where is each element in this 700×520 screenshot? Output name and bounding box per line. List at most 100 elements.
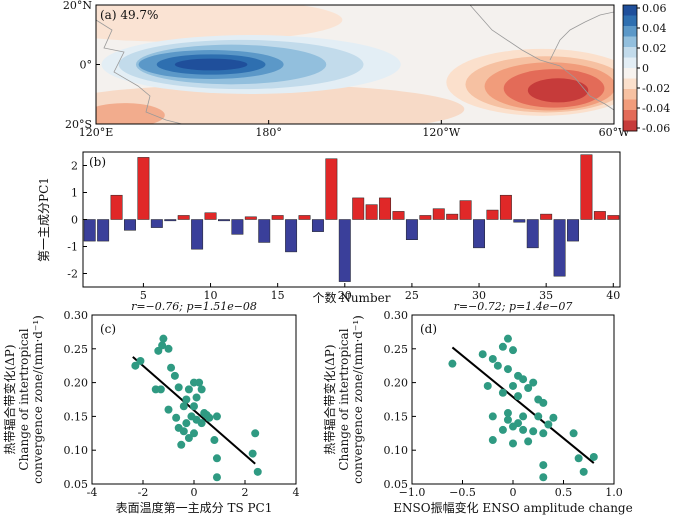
scatter-d-x-tick-label-1: −0.5 bbox=[449, 486, 476, 499]
coastline-west bbox=[96, 19, 183, 124]
scatter-c-point-2 bbox=[159, 334, 168, 343]
panel-b-label: (b) bbox=[89, 155, 106, 169]
colorbar-segment-1 bbox=[623, 15, 637, 27]
colorbar-tick-label-2: 0.02 bbox=[642, 42, 667, 55]
scatter-c-point-30 bbox=[179, 427, 188, 436]
scatter-d-point-12 bbox=[509, 381, 517, 390]
scatter-d-frame bbox=[411, 314, 615, 485]
map-body bbox=[96, 5, 614, 124]
scatter-c-y-axis-title-1: 热带辐合带变化(ΔP) bbox=[2, 344, 17, 454]
scatter-d-y-tick-label-2: 0.15 bbox=[384, 410, 409, 423]
bar-y-tick-label-0: -2 bbox=[67, 268, 78, 281]
scatter-c-point-24 bbox=[212, 412, 221, 421]
scatter-d-point-7 bbox=[503, 365, 512, 374]
bar-x-tick-label-2: 15 bbox=[271, 289, 285, 302]
bar-1 bbox=[83, 219, 96, 242]
negative-contour-4 bbox=[527, 78, 589, 103]
bar-y-tick-label-4: 2 bbox=[71, 160, 78, 173]
scatter-c-point-19 bbox=[192, 393, 201, 402]
scatter-d-point-14 bbox=[498, 388, 507, 397]
colorbar-segment-3 bbox=[623, 36, 637, 48]
scatter-d-point-23 bbox=[544, 420, 553, 429]
scatter-d-y-axis-title-3: convergence zone/(mm·d⁻¹) bbox=[351, 315, 365, 484]
colorbar-segment-8 bbox=[623, 89, 637, 100]
scatter-c-y-axis-title-2: Change of intertropical bbox=[17, 328, 31, 470]
scatter-d-x-axis-title: ENSO振幅变化 ENSO amplitude change bbox=[393, 500, 632, 515]
scatter-d-point-20 bbox=[519, 412, 528, 421]
scatter-d-point-28 bbox=[514, 419, 523, 428]
bar-17 bbox=[298, 215, 311, 220]
scatter-c-point-14 bbox=[184, 385, 193, 394]
scatter-c-y-tick-label-0: 0.05 bbox=[64, 478, 89, 491]
scatter-d-fit-line bbox=[451, 346, 595, 464]
scatter-c-stats-title: r=−0.76; p=1.51e−08 bbox=[131, 300, 257, 313]
scatter-d-point-31 bbox=[488, 436, 497, 445]
scatter-d-point-15 bbox=[514, 392, 523, 401]
scatter-d-point-17 bbox=[539, 398, 548, 407]
panel-c-scatter: r=−0.76; p=1.51e−08 (c) -4 -2 0 2 4 0.05 0.10 0.1… bbox=[2, 300, 300, 515]
colorbar-segment-0 bbox=[623, 5, 637, 16]
bar-29 bbox=[459, 200, 472, 220]
bar-y-tick-label-2: 0 bbox=[71, 214, 78, 227]
bar-chart-frame bbox=[82, 151, 621, 288]
bar-2 bbox=[97, 219, 110, 242]
scatter-c-point-34 bbox=[210, 436, 219, 445]
bar-x-tick-label-5: 30 bbox=[472, 289, 486, 302]
scatter-d-point-35 bbox=[574, 454, 583, 463]
bar-x-axis-title: 个数 Number bbox=[313, 290, 391, 305]
bar-38 bbox=[580, 154, 593, 220]
bar-15 bbox=[271, 215, 284, 220]
scatter-c-point-33 bbox=[177, 440, 186, 449]
scatter-d-stats-title: r=−0.72; p=1.4e−07 bbox=[454, 300, 573, 313]
scatter-c-point-37 bbox=[248, 449, 257, 458]
colorbar-segment-6 bbox=[623, 68, 637, 79]
colorbar-tick-label-6: -0.06 bbox=[642, 122, 670, 135]
colorbar-segment-9 bbox=[623, 99, 637, 111]
bar-x-tick-label-6: 35 bbox=[539, 289, 553, 302]
colorbar-segment-4 bbox=[623, 47, 637, 58]
colorbar-tick-label-3: 0 bbox=[642, 62, 649, 75]
scatter-c-point-5 bbox=[164, 344, 173, 353]
scatter-d-point-32 bbox=[524, 437, 533, 446]
bar-34 bbox=[526, 219, 539, 249]
map-x-tick-label-3: 60°W bbox=[599, 126, 630, 139]
scatter-d-y-tick-label-4: 0.25 bbox=[384, 343, 409, 356]
scatter-c-y-tick-label-4: 0.25 bbox=[64, 343, 89, 356]
scatter-d-point-9 bbox=[519, 375, 528, 384]
scatter-c-panel-label: (c) bbox=[100, 322, 116, 336]
coastline-southamerica-north bbox=[549, 11, 614, 61]
scatter-d-point-34 bbox=[539, 461, 548, 470]
panel-a-map: (a) 49.7% 120°E 180° 120°W 60°W 20°N 0° 20°S 0.0… bbox=[63, 0, 670, 139]
scatter-d-y-tick-label-0: 0.05 bbox=[384, 478, 409, 491]
scatter-c-point-16 bbox=[195, 378, 204, 387]
bar-y-tick-label-1: -1 bbox=[67, 241, 78, 254]
bar-21 bbox=[352, 197, 365, 220]
scatter-d-point-1 bbox=[478, 350, 487, 359]
scatter-c-point-6 bbox=[167, 363, 176, 372]
scatter-d-point-27 bbox=[498, 425, 507, 434]
scatter-d-point-11 bbox=[483, 381, 492, 390]
scatter-c-point-32 bbox=[184, 434, 193, 443]
scatter-c-point-31 bbox=[190, 429, 198, 438]
scatter-c-x-tick-label-1: -2 bbox=[138, 486, 149, 499]
bar-18 bbox=[311, 219, 324, 232]
bar-39 bbox=[593, 211, 606, 220]
scatter-c-point-38 bbox=[253, 467, 262, 476]
bar-24 bbox=[392, 211, 405, 220]
colorbar-tick-label-4: -0.02 bbox=[642, 82, 670, 95]
scatter-c-point-27 bbox=[192, 415, 201, 424]
bar-19 bbox=[325, 158, 338, 220]
bar-28 bbox=[446, 213, 459, 220]
bar-4 bbox=[124, 219, 136, 231]
bar-20 bbox=[338, 219, 351, 282]
scatter-d-point-3 bbox=[503, 334, 512, 343]
scatter-d-x-tick-label-2: 0 bbox=[510, 486, 517, 499]
scatter-c-point-13 bbox=[179, 402, 188, 411]
scatter-d-point-29 bbox=[539, 429, 548, 438]
scatter-c-x-tick-label-3: 2 bbox=[242, 486, 249, 499]
scatter-d-y-tick-label-5: 0.30 bbox=[384, 309, 409, 322]
bar-10 bbox=[204, 212, 217, 220]
scatter-c-point-10 bbox=[174, 383, 183, 392]
map-x-tick-label-2: 120°W bbox=[422, 126, 460, 139]
map-x-tick-label-0: 120°E bbox=[79, 126, 114, 139]
